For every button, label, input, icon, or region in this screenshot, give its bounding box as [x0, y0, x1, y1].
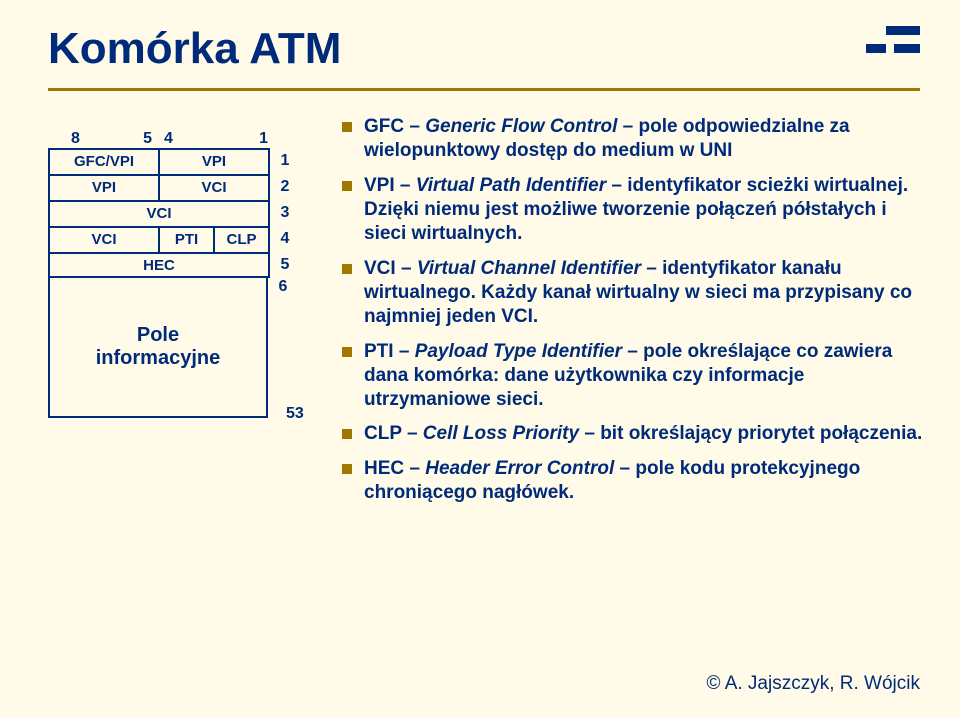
term-vci: VCI — [364, 258, 396, 279]
payload-line1: Pole — [137, 324, 179, 347]
ital-vci: Virtual Channel Identifier — [417, 258, 641, 279]
cell-vpi-1: VPI — [160, 148, 270, 174]
term-vpi: VPI — [364, 175, 395, 196]
bit-1: 1 — [213, 130, 268, 148]
credit: © A. Jajszczyk, R. Wójcik — [706, 673, 920, 695]
bullet-vci: VCI – Virtual Channel Identifier – ident… — [338, 257, 930, 330]
term-hec: HEC — [364, 458, 404, 479]
ital-pti: Payload Type Identifier — [415, 341, 622, 362]
cell-clp: CLP — [215, 226, 270, 252]
ital-hec: Header Error Control — [425, 458, 614, 479]
title-rule — [48, 88, 920, 91]
bit-8: 8 — [48, 130, 103, 148]
cell-hec: HEC — [50, 252, 270, 278]
rest-clp: – bit określający priorytet połączenia. — [579, 423, 922, 444]
payload-row: Pole informacyjne 6 — [48, 278, 328, 418]
payload-size: 53 — [286, 405, 304, 423]
header-row-1: GFC/VPI VPI 1 — [48, 148, 328, 174]
payload-box: Pole informacyjne — [48, 278, 268, 418]
payload-line2: informacyjne — [96, 347, 220, 370]
header-row-2: VPI VCI 2 — [48, 174, 328, 200]
row-num-3: 3 — [270, 204, 294, 222]
cell-vci-3: VCI — [50, 226, 160, 252]
slide-title: Komórka ATM — [48, 24, 341, 74]
cell-vci-2: VCI — [50, 200, 270, 226]
bit-5: 5 — [103, 130, 158, 148]
ital-clp: Cell Loss Priority — [423, 423, 579, 444]
cell-vci-1: VCI — [160, 174, 270, 200]
row-num-1: 1 — [270, 152, 294, 170]
row-num-5: 5 — [270, 256, 294, 274]
term-gfc: GFC — [364, 116, 404, 137]
term-clp: CLP — [364, 423, 402, 444]
cell-vpi-2: VPI — [50, 174, 160, 200]
row-num-4: 4 — [270, 230, 294, 248]
ital-gfc: Generic Flow Control — [425, 116, 617, 137]
bullet-vpi: VPI – Virtual Path Identifier – identyfi… — [338, 174, 930, 247]
ital-vpi: Virtual Path Identifier — [416, 175, 606, 196]
row-num-2: 2 — [270, 178, 294, 196]
bullet-hec: HEC – Header Error Control – pole kodu p… — [338, 457, 930, 506]
bit-4: 4 — [158, 130, 213, 148]
bullet-pti: PTI – Payload Type Identifier – pole okr… — [338, 340, 930, 413]
header-row-5: HEC 5 — [48, 252, 328, 278]
cell-pti: PTI — [160, 226, 215, 252]
term-pti: PTI — [364, 341, 394, 362]
header-row-3: VCI 3 — [48, 200, 328, 226]
atm-cell-diagram: 8 5 4 1 GFC/VPI VPI 1 VPI VCI 2 VCI 3 VC… — [48, 130, 328, 418]
cell-gfc-vpi: GFC/VPI — [50, 148, 160, 174]
logo — [866, 24, 920, 68]
row-num-6: 6 — [268, 278, 292, 296]
header-row-4: VCI PTI CLP 4 — [48, 226, 328, 252]
bit-labels: 8 5 4 1 — [48, 130, 328, 148]
bullet-clp: CLP – Cell Loss Priority – bit określają… — [338, 422, 930, 446]
bullet-list: GFC – Generic Flow Control – pole odpowi… — [338, 115, 930, 515]
bullet-gfc: GFC – Generic Flow Control – pole odpowi… — [338, 115, 930, 164]
